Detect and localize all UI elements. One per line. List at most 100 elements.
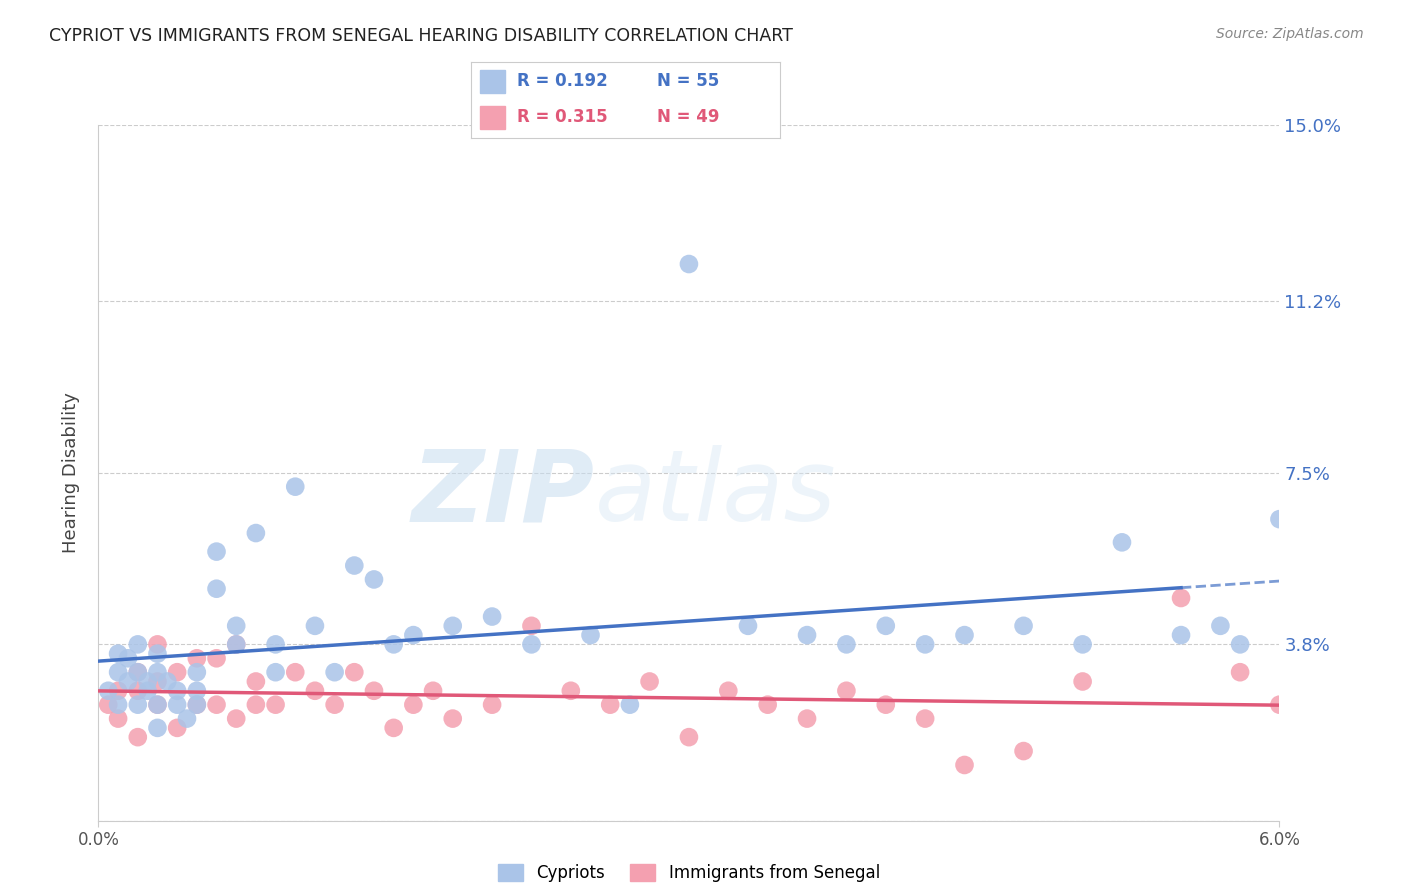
Point <box>205 698 228 712</box>
Bar <box>481 70 505 93</box>
Point <box>678 730 700 744</box>
Point <box>186 698 208 712</box>
Point <box>186 698 208 712</box>
Point <box>127 683 149 698</box>
Point <box>875 698 897 712</box>
Point <box>304 683 326 698</box>
Point <box>225 637 247 651</box>
Point <box>1170 628 1192 642</box>
Point <box>127 665 149 680</box>
Point <box>176 712 198 726</box>
Point <box>402 628 425 642</box>
Point <box>382 637 405 651</box>
Point <box>1229 665 1251 680</box>
Point <box>953 758 976 772</box>
Text: atlas: atlas <box>595 445 837 542</box>
Point <box>304 619 326 633</box>
Point <box>756 698 779 712</box>
Point <box>264 665 287 680</box>
Point <box>1347 730 1369 744</box>
Point <box>245 526 267 541</box>
Point <box>422 683 444 698</box>
Text: ZIP: ZIP <box>412 445 595 542</box>
Point <box>127 730 149 744</box>
Point <box>205 651 228 665</box>
Point <box>146 665 169 680</box>
Point <box>796 628 818 642</box>
Point <box>737 619 759 633</box>
Point <box>343 665 366 680</box>
Text: N = 49: N = 49 <box>657 108 718 126</box>
Point <box>225 712 247 726</box>
Point <box>363 683 385 698</box>
Text: CYPRIOT VS IMMIGRANTS FROM SENEGAL HEARING DISABILITY CORRELATION CHART: CYPRIOT VS IMMIGRANTS FROM SENEGAL HEARI… <box>49 27 793 45</box>
Point <box>136 683 159 698</box>
Text: R = 0.192: R = 0.192 <box>517 71 609 89</box>
Point <box>402 698 425 712</box>
Point <box>953 628 976 642</box>
Point <box>245 674 267 689</box>
Point <box>166 698 188 712</box>
Point <box>205 582 228 596</box>
Point <box>875 619 897 633</box>
Point <box>127 665 149 680</box>
Point <box>127 698 149 712</box>
Point <box>1071 674 1094 689</box>
Point <box>1229 637 1251 651</box>
Point <box>117 674 139 689</box>
Text: Source: ZipAtlas.com: Source: ZipAtlas.com <box>1216 27 1364 41</box>
Point <box>156 674 179 689</box>
Point <box>264 637 287 651</box>
Point <box>481 698 503 712</box>
Point <box>284 665 307 680</box>
Point <box>146 698 169 712</box>
Point <box>1209 619 1232 633</box>
Point <box>835 637 858 651</box>
Point <box>579 628 602 642</box>
Point <box>441 712 464 726</box>
Point <box>186 683 208 698</box>
Point <box>166 683 188 698</box>
Point <box>1071 637 1094 651</box>
Point <box>225 637 247 651</box>
Point <box>343 558 366 573</box>
Point <box>127 637 149 651</box>
Point <box>1012 619 1035 633</box>
Point <box>107 698 129 712</box>
Point <box>382 721 405 735</box>
Point <box>107 647 129 661</box>
Point <box>441 619 464 633</box>
Point <box>136 674 159 689</box>
Point <box>717 683 740 698</box>
Point <box>186 651 208 665</box>
Point <box>1111 535 1133 549</box>
Point <box>225 619 247 633</box>
Point <box>599 698 621 712</box>
Point <box>796 712 818 726</box>
Point <box>205 544 228 558</box>
Point <box>1012 744 1035 758</box>
Point <box>619 698 641 712</box>
Point <box>146 647 169 661</box>
Point <box>481 609 503 624</box>
Point <box>97 683 120 698</box>
Point <box>520 619 543 633</box>
Point <box>638 674 661 689</box>
Point <box>107 665 129 680</box>
Point <box>1308 712 1330 726</box>
Legend: Cypriots, Immigrants from Senegal: Cypriots, Immigrants from Senegal <box>492 857 886 888</box>
Point <box>146 637 169 651</box>
Point <box>835 683 858 698</box>
Point <box>1268 698 1291 712</box>
Point <box>1170 591 1192 605</box>
Point <box>1268 512 1291 526</box>
Point <box>166 721 188 735</box>
Y-axis label: Hearing Disability: Hearing Disability <box>62 392 80 553</box>
Point <box>117 651 139 665</box>
Point <box>284 480 307 494</box>
Text: N = 55: N = 55 <box>657 71 718 89</box>
Point <box>186 665 208 680</box>
Point <box>520 637 543 651</box>
Point <box>914 712 936 726</box>
Point <box>323 698 346 712</box>
